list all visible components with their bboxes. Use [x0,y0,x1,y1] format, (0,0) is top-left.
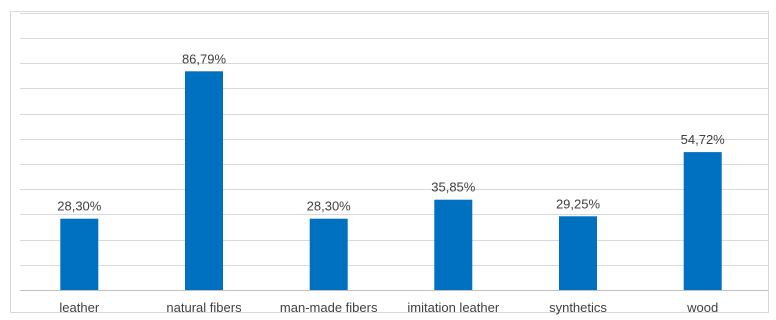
data-label: 29,25% [556,196,601,211]
data-label: 28,30% [57,199,102,214]
bar-leather [60,218,99,290]
bar-imitation-leather [434,199,473,290]
chart-frame [10,11,769,313]
bar-natural-fibers [185,71,223,290]
data-labels: 28,30% 86,79% 28,30% 35,85% 29,25% 54,72% [57,51,725,213]
bar-man-made-fibers [309,218,348,290]
x-axis-tick-labels: leather natural fibers man-made fibers imit… [59,300,718,315]
x-tick-label: man-made fibers [280,300,378,315]
gridlines [20,13,768,291]
data-label: 35,85% [431,180,476,195]
bar-synthetics [559,216,597,290]
bars [60,71,722,290]
x-tick-label: synthetics [549,300,607,315]
bar-wood [683,152,722,290]
data-label: 86,79% [182,51,227,66]
data-label: 28,30% [307,199,352,214]
x-tick-label: imitation leather [407,300,499,315]
x-tick-label: leather [59,300,99,315]
x-tick-label: natural fibers [166,300,242,315]
data-label: 54,72% [681,132,726,147]
x-tick-label: wood [686,300,718,315]
